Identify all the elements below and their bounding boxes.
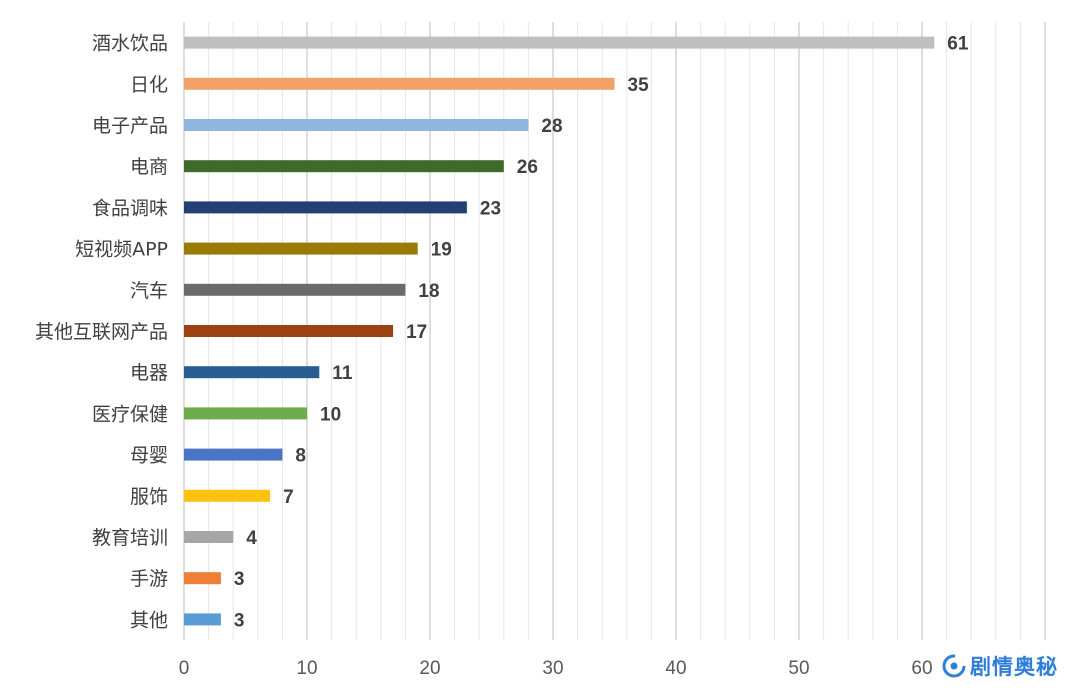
data-label: 4 — [246, 528, 257, 549]
data-label: 23 — [480, 198, 501, 219]
data-label: 10 — [320, 404, 341, 425]
category-label: 母婴 — [130, 445, 168, 467]
x-tick-label: 50 — [788, 658, 809, 679]
bar — [184, 572, 221, 585]
bar — [184, 531, 234, 543]
category-label: 手游 — [130, 568, 168, 590]
x-tick-label: 0 — [179, 658, 190, 679]
bar — [184, 448, 283, 461]
x-tick-label: 60 — [911, 658, 932, 679]
category-label: 短视频APP — [75, 239, 168, 261]
bars — [184, 36, 935, 626]
bar — [184, 325, 394, 337]
data-label: 17 — [406, 322, 427, 343]
watermark-text: 剧情奥秘 — [970, 655, 1058, 679]
bar — [184, 407, 307, 420]
category-label: 日化 — [130, 74, 168, 96]
category-label: 服饰 — [130, 486, 168, 508]
bar — [184, 119, 529, 131]
bar — [184, 613, 221, 626]
x-tick-label: 30 — [542, 658, 563, 679]
data-label: 3 — [234, 610, 245, 631]
x-tick-label: 40 — [665, 658, 686, 679]
data-label: 3 — [234, 569, 245, 590]
category-label: 电子产品 — [92, 115, 168, 137]
category-label: 电商 — [130, 156, 168, 178]
data-label: 28 — [541, 116, 562, 137]
brand-swirl-icon — [942, 654, 966, 678]
data-label: 8 — [295, 446, 306, 467]
x-tick-label: 10 — [296, 658, 317, 679]
x-tick-label: 20 — [419, 658, 440, 679]
category-label: 电器 — [130, 362, 168, 384]
category-label: 食品调味 — [92, 197, 168, 219]
category-label: 其他互联网产品 — [35, 321, 168, 343]
bar — [184, 283, 406, 296]
bar — [184, 489, 271, 502]
x-axis-ticks: 0 10 20 30 40 50 60 — [179, 658, 933, 679]
category-label: 酒水饮品 — [92, 33, 168, 55]
data-label: 19 — [431, 240, 452, 261]
data-label: 11 — [332, 363, 353, 384]
bar — [184, 36, 935, 49]
category-label: 医疗保健 — [92, 403, 168, 425]
data-label: 35 — [628, 75, 650, 96]
category-label: 其他 — [130, 609, 168, 631]
bar — [184, 160, 504, 173]
data-label: 61 — [947, 34, 969, 55]
data-label: 7 — [283, 487, 294, 508]
bar — [184, 366, 320, 379]
category-label: 汽车 — [130, 280, 168, 302]
category-label: 教育培训 — [92, 527, 168, 549]
bar — [184, 77, 615, 90]
bar — [184, 201, 467, 214]
data-label: 18 — [418, 281, 439, 302]
watermark: 剧情奥秘 — [942, 651, 1058, 681]
data-label: 26 — [517, 157, 538, 178]
bar — [184, 242, 418, 255]
